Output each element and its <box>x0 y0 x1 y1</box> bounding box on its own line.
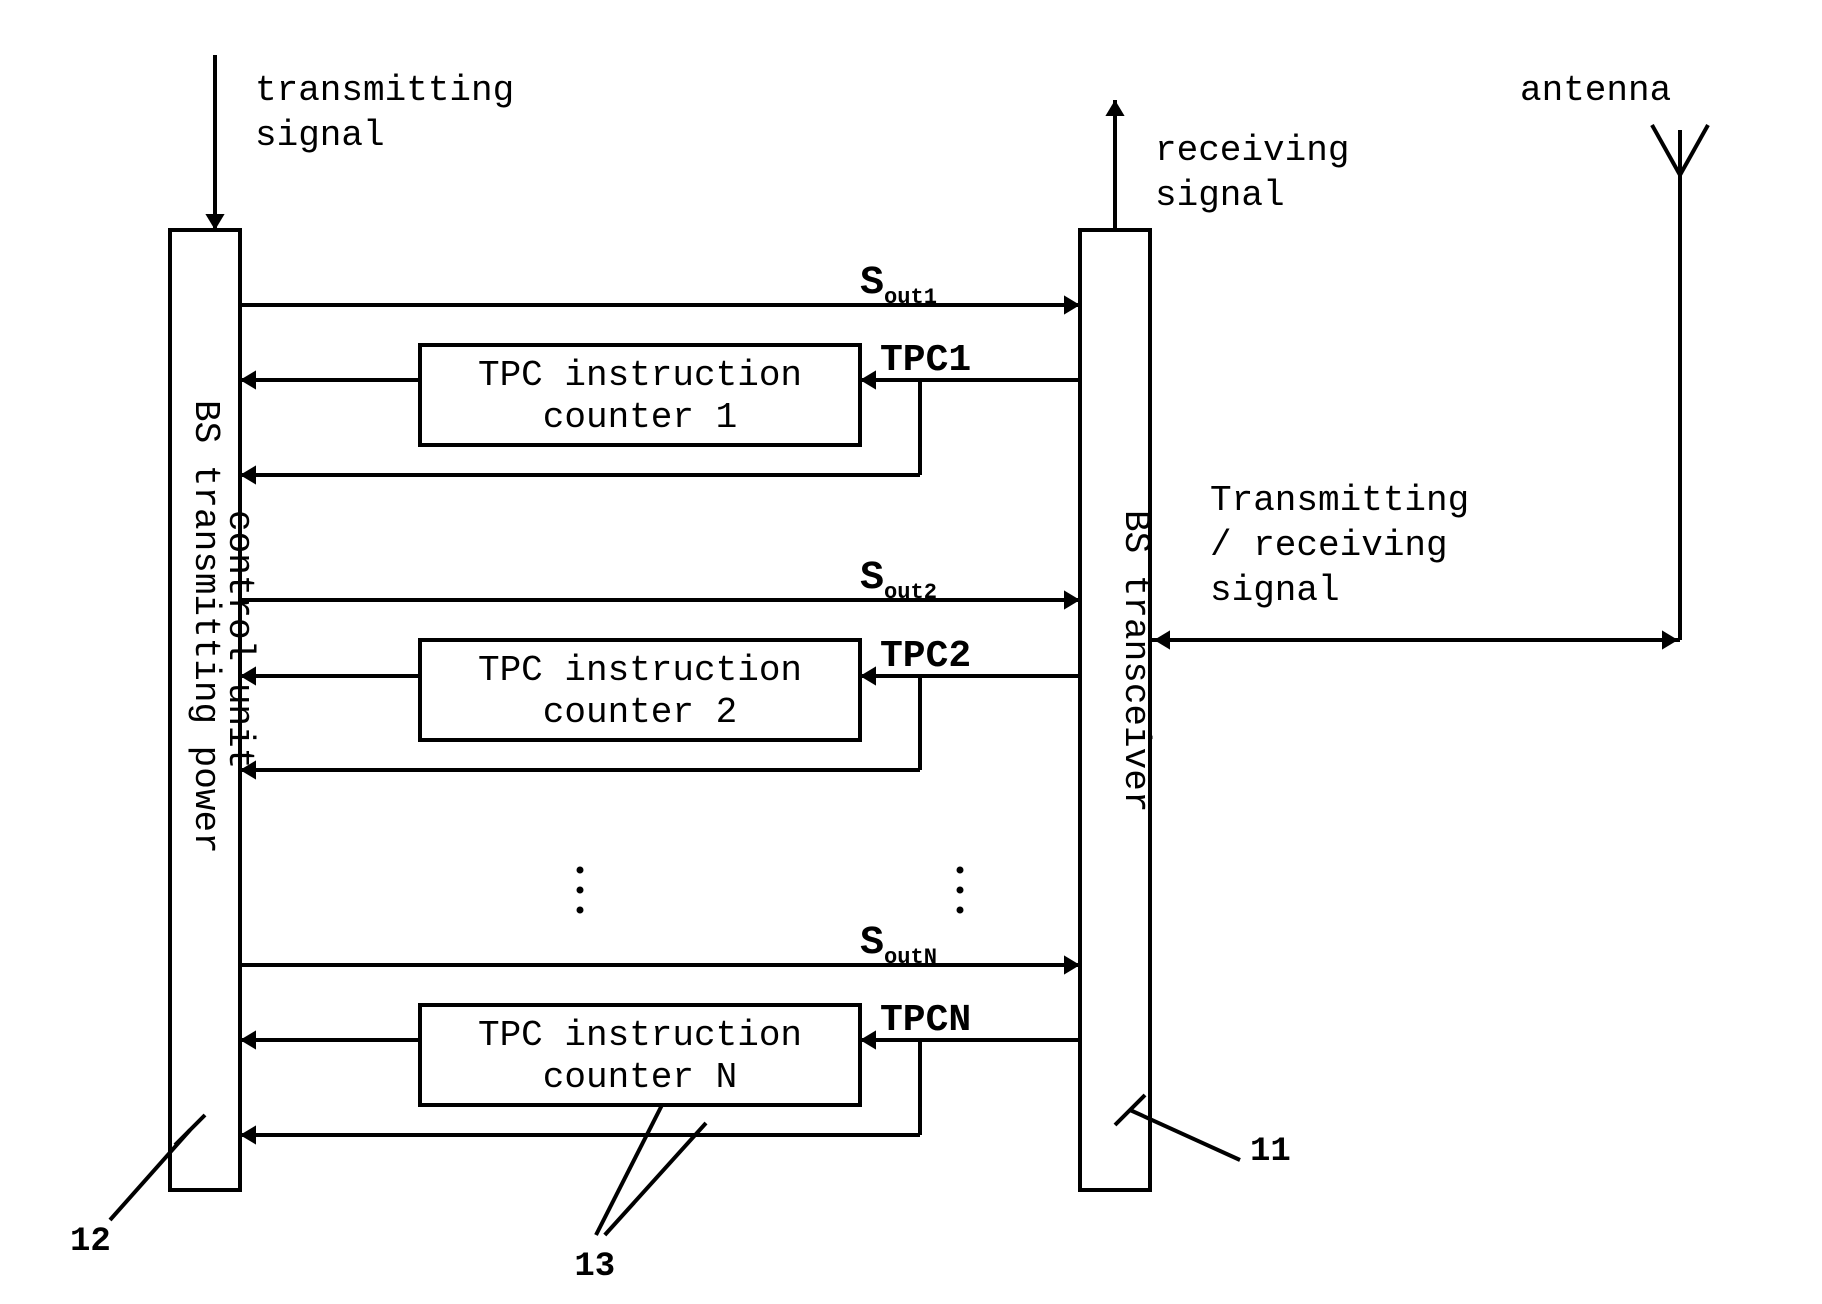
ellipsis-0 <box>577 887 584 894</box>
counter-2-label: counter 2 <box>543 692 737 733</box>
tpc-1-label: TPC1 <box>880 339 971 382</box>
arrow-head <box>1064 955 1080 974</box>
arrow-head <box>240 370 256 389</box>
transceiver-label: BS transceiver <box>1115 510 1156 812</box>
arrow-head <box>1662 630 1678 649</box>
transmitting-signal-label: transmitting <box>255 70 514 111</box>
sout-2-label: Sout2 <box>860 556 937 605</box>
ref-11: 11 <box>1250 1133 1291 1171</box>
tx-rx-label: Transmitting <box>1210 480 1469 521</box>
counter-2-label: TPC instruction <box>478 650 802 691</box>
sout-1-label: Sout1 <box>860 261 937 310</box>
arrow-head <box>1105 100 1124 116</box>
arrow-head <box>860 370 876 389</box>
sout-3-label: SoutN <box>860 921 937 970</box>
arrow-head <box>240 1125 256 1144</box>
arrow-head <box>240 465 256 484</box>
arrow-head <box>205 214 224 230</box>
transmitting-signal-label: signal <box>255 115 385 156</box>
tpc-3-label: TPCN <box>880 999 971 1042</box>
ellipsis-0 <box>577 867 584 874</box>
counter-3-label: TPC instruction <box>478 1015 802 1056</box>
tx-rx-label: signal <box>1210 570 1340 611</box>
counter-1-label: TPC instruction <box>478 355 802 396</box>
tpc-2-label: TPC2 <box>880 635 971 678</box>
ref-12: 12 <box>70 1223 111 1261</box>
arrow-head <box>240 1030 256 1049</box>
ref-13-leader <box>596 1105 662 1235</box>
tx-rx-label: / receiving <box>1210 525 1448 566</box>
ref-13-leader-2 <box>605 1123 706 1235</box>
ref-13: 13 <box>574 1248 615 1286</box>
arrow-head <box>1064 590 1080 609</box>
ref-11-tick <box>1115 1095 1145 1125</box>
ref-11-leader <box>1130 1110 1240 1160</box>
antenna-arm-right <box>1680 125 1708 175</box>
arrow-head <box>860 1030 876 1049</box>
control-unit-label: control unit <box>219 510 260 769</box>
ellipsis-1 <box>957 887 964 894</box>
receiving-signal-label: signal <box>1155 175 1285 216</box>
receiving-signal-label: receiving <box>1155 130 1349 171</box>
ellipsis-0 <box>577 907 584 914</box>
ref-12-tick <box>175 1115 205 1145</box>
ellipsis-1 <box>957 867 964 874</box>
arrow-head <box>1064 295 1080 314</box>
antenna-label: antenna <box>1520 70 1671 111</box>
ellipsis-1 <box>957 907 964 914</box>
counter-3-label: counter N <box>543 1057 737 1098</box>
counter-1-label: counter 1 <box>543 397 737 438</box>
arrow-head <box>860 666 876 685</box>
antenna-arm-left <box>1652 125 1680 175</box>
